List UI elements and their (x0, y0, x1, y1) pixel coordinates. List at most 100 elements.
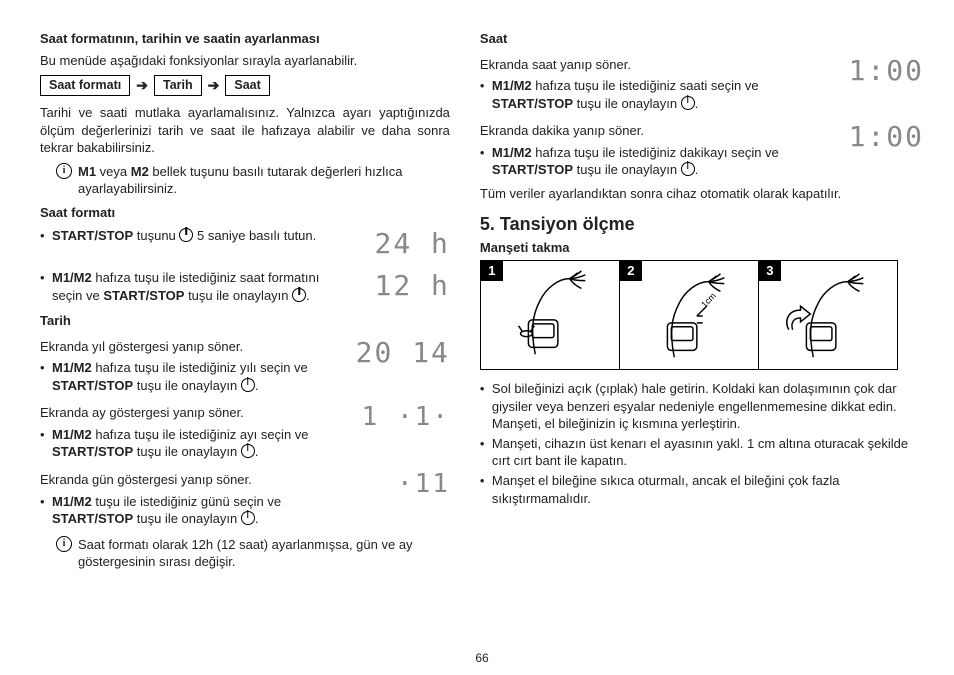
bullet-dot: • (40, 227, 52, 245)
illustration-1: 1 (480, 260, 620, 370)
bullet: • M1/M2 tuşu ile istediğiniz günü seçin … (40, 493, 350, 528)
power-icon (179, 228, 193, 242)
seq-box-time: Saat (225, 75, 269, 96)
minute-blinks: Ekranda dakika yanıp söner. (480, 122, 824, 140)
m1m2-label: M1/M2 (52, 494, 92, 509)
lcd-year: 20 14 (356, 334, 450, 372)
right-column: Saat Ekranda saat yanıp söner. • M1/M2 h… (480, 24, 924, 645)
txt: tuşunu (133, 228, 179, 243)
txt: tuşu ile onaylayın (573, 162, 681, 177)
info-text-2: Saat formatı olarak 12h (12 saat) ayarla… (78, 536, 450, 571)
txt: hafıza tuşu ile istediğiniz dakikayı seç… (532, 145, 779, 160)
bullet-text: M1/M2 hafıza tuşu ile istediğiniz saati … (492, 77, 824, 112)
txt: tuşu ile onaylayın (573, 96, 681, 111)
m1-label: M1 (78, 164, 96, 179)
txt: hafıza tuşu ile istediğiniz yılı seçin v… (92, 360, 308, 375)
bullet-dot: • (40, 269, 52, 304)
lcd-12h: 12 h (360, 267, 450, 305)
arrow-icon: ➔ (208, 76, 220, 95)
heading-date: Tarih (40, 312, 450, 330)
bullet-dot: • (40, 426, 52, 461)
startstop-label: START/STOP (52, 228, 133, 243)
m1m2-label: M1/M2 (492, 78, 532, 93)
seq-box-format: Saat formatı (40, 75, 130, 96)
txt: tuşu ile onaylayın (184, 288, 292, 303)
sequence-row: Saat formatı ➔ Tarih ➔ Saat (40, 75, 450, 96)
lcd-day: ·11 (360, 467, 450, 502)
bullet-dot: • (480, 144, 492, 179)
bullet: • M1/M2 hafıza tuşu ile istediğiniz saat… (480, 77, 824, 112)
txt: tuşu ile istediğiniz günü seçin ve (92, 494, 281, 509)
heading-settings: Saat formatının, tarihin ve saatin ayarl… (40, 30, 450, 48)
bullet: • START/STOP tuşunu 5 saniye basılı tutu… (40, 227, 350, 245)
illus-num-1: 1 (481, 261, 503, 281)
bullet: • Manşet el bileğine sıkıca oturmalı, an… (480, 472, 924, 507)
info-row-1: i M1 veya M2 bellek tuşunu basılı tutara… (56, 163, 450, 198)
bullet: • M1/M2 hafıza tuşu ile istediğiniz daki… (480, 144, 824, 179)
startstop-label: START/STOP (52, 378, 133, 393)
illus-num-2: 2 (620, 261, 642, 281)
columns: Saat formatının, tarihin ve saatin ayarl… (40, 24, 924, 645)
power-icon (681, 96, 695, 110)
txt: tuşu ile onaylayın (133, 444, 241, 459)
auto-off-text: Tüm veriler ayarlandıktan sonra cihaz ot… (480, 185, 924, 203)
bullet-dot: • (480, 380, 492, 433)
power-icon (241, 511, 255, 525)
bullet-dot: • (480, 77, 492, 112)
power-icon (241, 378, 255, 392)
m1m2-label: M1/M2 (52, 427, 92, 442)
m1m2-label: M1/M2 (492, 145, 532, 160)
bullet-text: M1/M2 hafıza tuşu ile istediğiniz yılı s… (52, 359, 346, 394)
illus-num-3: 3 (759, 261, 781, 281)
intro-text: Bu menüde aşağıdaki fonksiyonlar sırayla… (40, 52, 450, 70)
bullet-text: M1/M2 hafıza tuşu ile istediğiniz ayı se… (52, 426, 350, 461)
startstop-label: START/STOP (492, 96, 573, 111)
bullet-text: M1/M2 tuşu ile istediğiniz günü seçin ve… (52, 493, 350, 528)
info-row-2: i Saat formatı olarak 12h (12 saat) ayar… (56, 536, 450, 571)
bullet: • M1/M2 hafıza tuşu ile istediğiniz ayı … (40, 426, 350, 461)
must-set-text: Tarihi ve saati mutlaka ayarlamalısınız.… (40, 104, 450, 157)
power-icon (241, 444, 255, 458)
info-text-1: M1 veya M2 bellek tuşunu basılı tutarak … (78, 163, 450, 198)
page-number: 66 (40, 651, 924, 665)
bullet: • M1/M2 hafıza tuşu ile istediğiniz saat… (40, 269, 350, 304)
illustration-row: 1 2 (480, 260, 924, 370)
m1m2-label: M1/M2 (52, 360, 92, 375)
info1-mid: veya (96, 164, 131, 179)
row-day: Ekranda gün göstergesi yanıp söner. • M1… (40, 467, 450, 530)
left-column: Saat formatının, tarihin ve saatin ayarl… (40, 24, 450, 645)
lcd-minute: 1:00 (834, 118, 924, 156)
lcd-hour: 1:00 (834, 52, 924, 90)
bullet-dot: • (40, 359, 52, 394)
heading-format: Saat formatı (40, 204, 450, 222)
heading-time: Saat (480, 30, 924, 48)
lcd-24h: 24 h (360, 225, 450, 263)
row-year: Ekranda yıl göstergesi yanıp söner. • M1… (40, 334, 450, 397)
day-blinks: Ekranda gün göstergesi yanıp söner. (40, 471, 350, 489)
page: Saat formatının, tarihin ve saatin ayarl… (0, 0, 954, 675)
cm-label: 1cm (699, 291, 718, 310)
startstop-label: START/STOP (52, 511, 133, 526)
hour-blinks: Ekranda saat yanıp söner. (480, 56, 824, 74)
bullet-dot: • (480, 472, 492, 507)
bullet-text: M1/M2 hafıza tuşu ile istediğiniz saat f… (52, 269, 350, 304)
bullet-text: M1/M2 hafıza tuşu ile istediğiniz dakika… (492, 144, 824, 179)
bullet: • Manşeti, cihazın üst kenarı el ayasını… (480, 435, 924, 470)
illustration-2: 2 1cm (619, 260, 759, 370)
txt: 5 saniye basılı tutun. (193, 228, 316, 243)
bullet-dot: • (40, 493, 52, 528)
bullet-text: Manşeti, cihazın üst kenarı el ayasının … (492, 435, 924, 470)
arrow-icon: ➔ (136, 76, 148, 95)
m1m2-label: M1/M2 (52, 270, 92, 285)
txt: hafıza tuşu ile istediğiniz saati seçin … (532, 78, 759, 93)
seq-box-date: Tarih (154, 75, 202, 96)
txt: hafıza tuşu ile istediğiniz ayı seçin ve (92, 427, 309, 442)
startstop-label: START/STOP (52, 444, 133, 459)
lcd-month: 1 ·1· (360, 400, 450, 435)
startstop-label: START/STOP (103, 288, 184, 303)
info-icon: i (56, 536, 72, 552)
year-blinks: Ekranda yıl göstergesi yanıp söner. (40, 338, 346, 356)
bullet: • Sol bileğinizi açık (çıplak) hale geti… (480, 380, 924, 433)
bullet-dot: • (480, 435, 492, 470)
bullet-text: Manşet el bileğine sıkıca oturmalı, anca… (492, 472, 924, 507)
